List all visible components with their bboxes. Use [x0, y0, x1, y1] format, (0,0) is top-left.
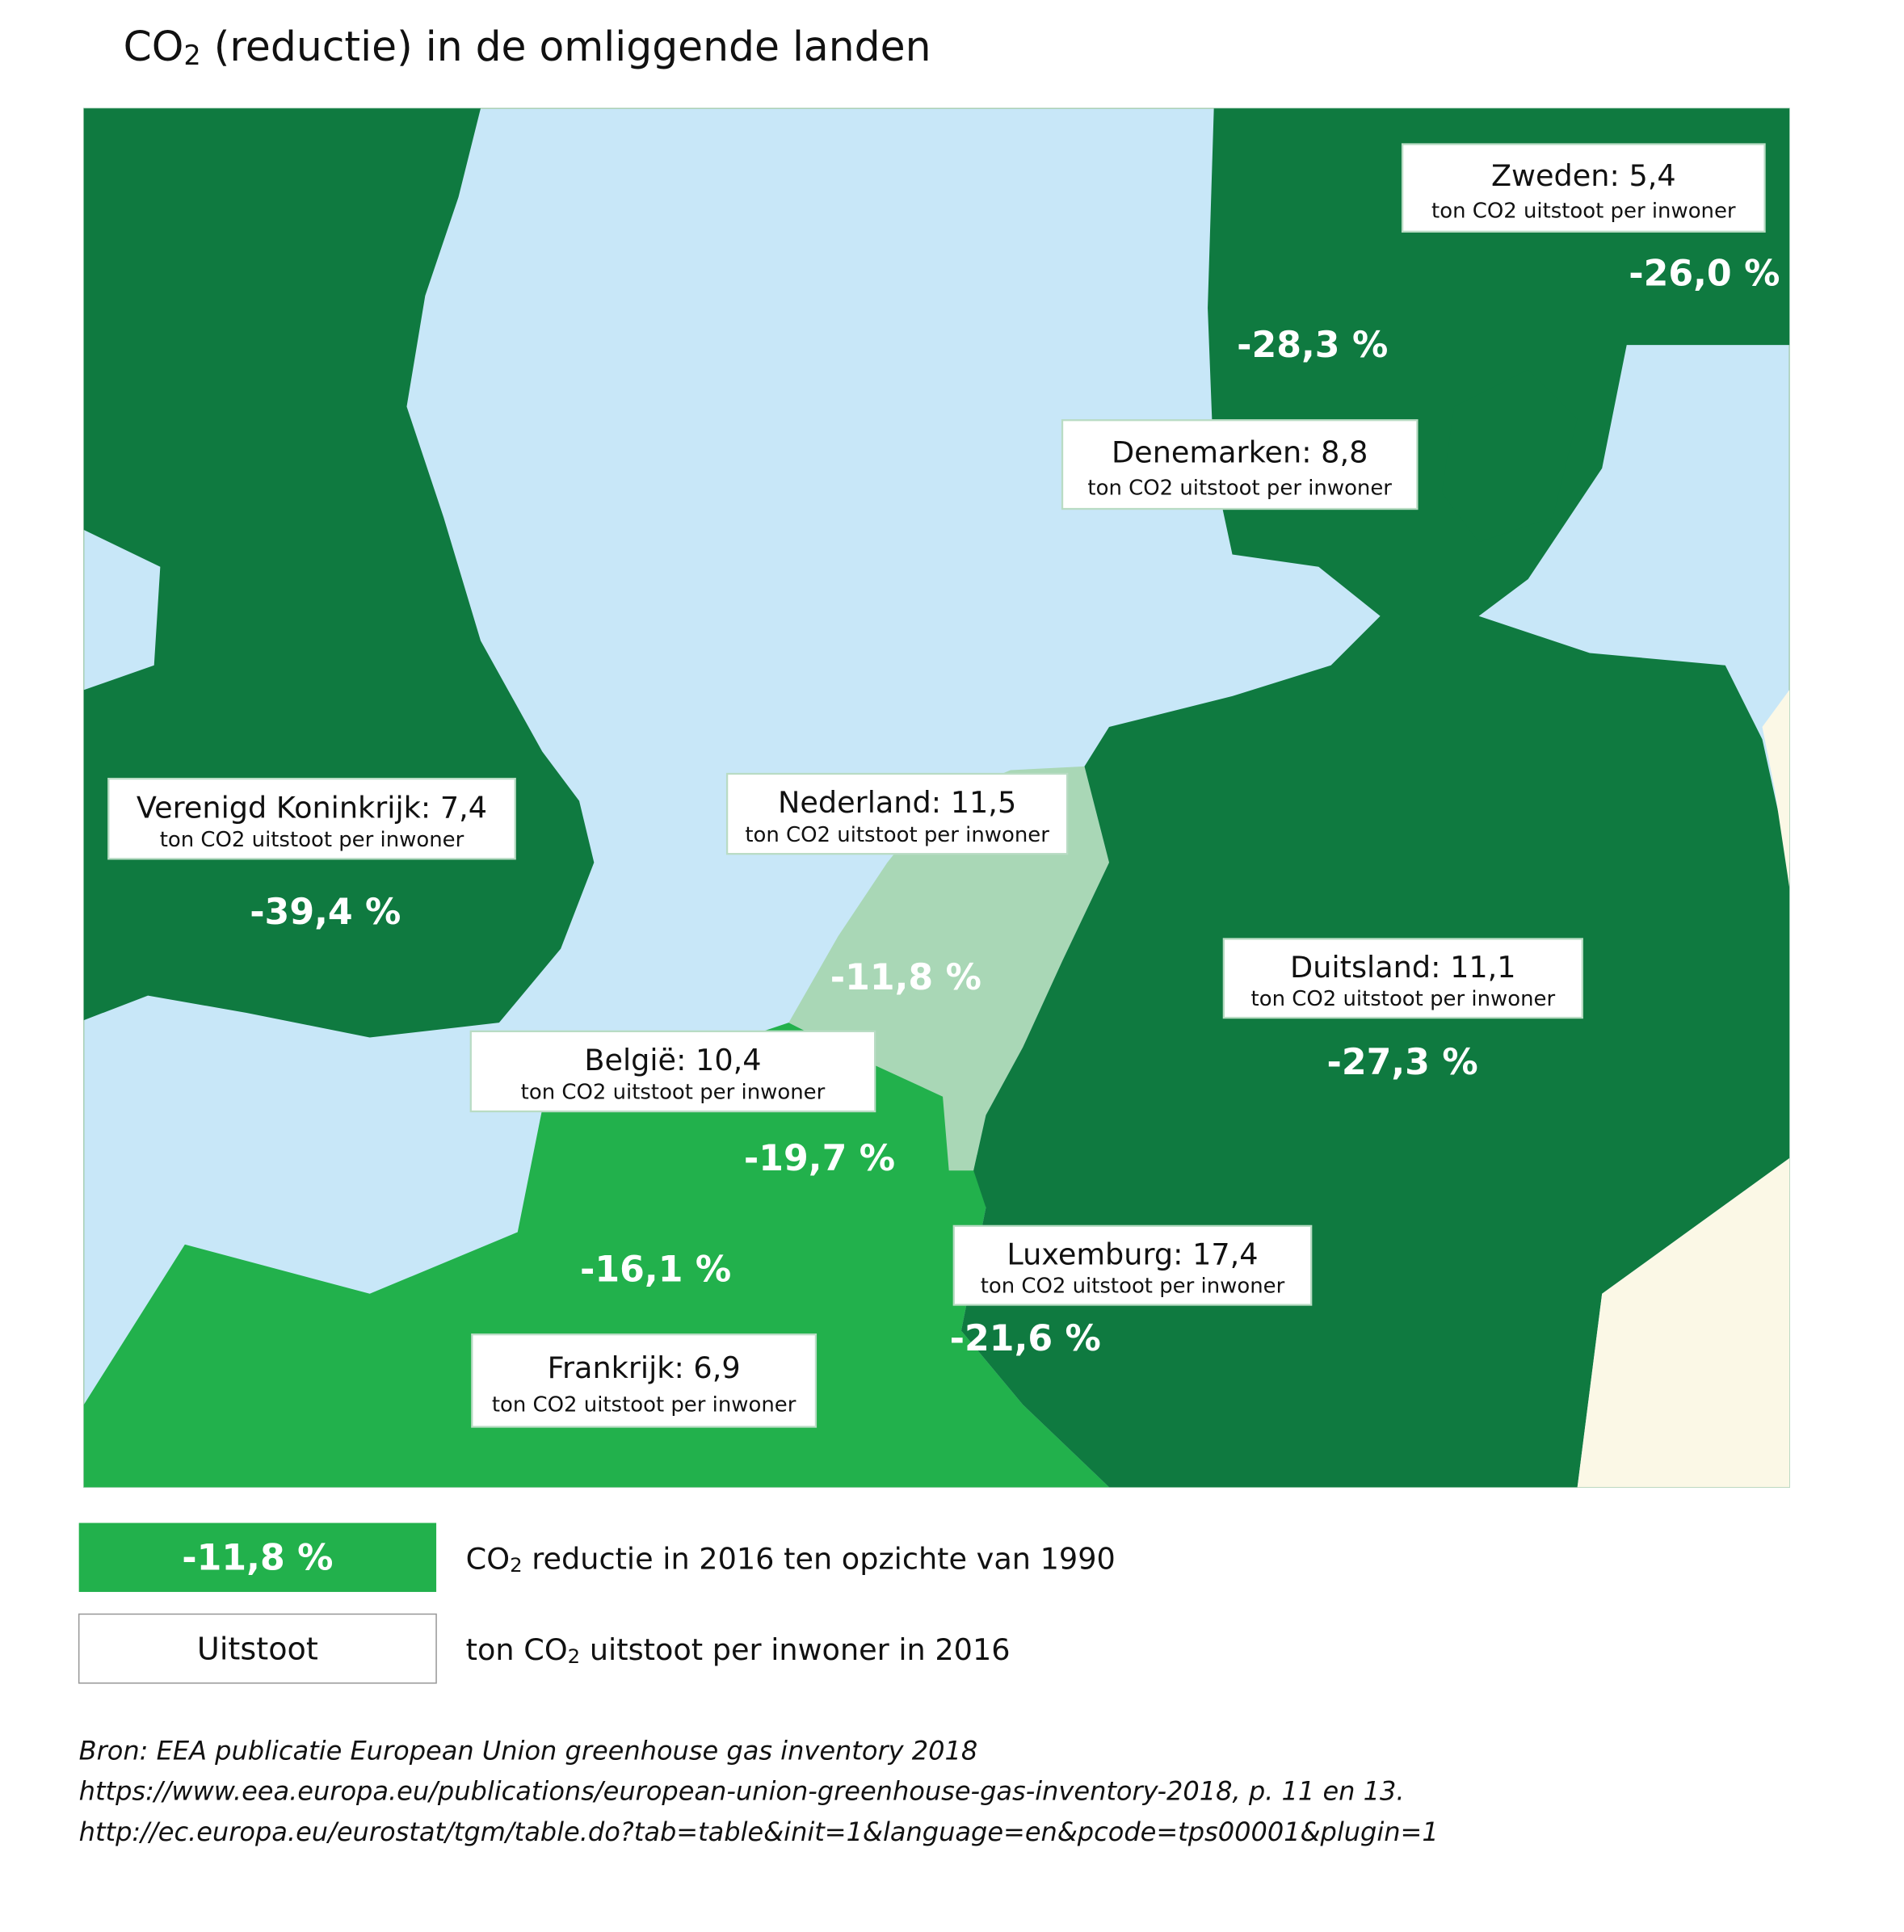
- title-text: (reductie) in de omliggende landen: [201, 23, 931, 70]
- france-belgium: [83, 1023, 1110, 1488]
- label-box: [952, 1224, 1313, 1306]
- legend-text-part: CO: [466, 1541, 510, 1576]
- country-label: Denemarken: 8,8: [1112, 435, 1368, 469]
- country-label: Frankrijk: 6,9: [548, 1350, 741, 1385]
- legend-text-part: ton CO: [466, 1632, 568, 1667]
- title: CO2 (reductie) in de omliggende landen: [124, 23, 931, 71]
- country-unit: ton CO2 uitstoot per inwoner: [745, 823, 1049, 847]
- source-line: https://www.eea.europa.eu/publications/e…: [79, 1776, 1405, 1807]
- country-labels: Zweden: 5,4 ton CO2 uitstoot per inwoner -…: [107, 143, 1780, 1428]
- legend-key: [78, 1613, 437, 1684]
- legend-key-label: Uitstoot: [197, 1632, 318, 1667]
- reduction-label: -21,6 %: [950, 1318, 1101, 1359]
- legend-text-part: uitstoot per inwoner in 2016: [580, 1632, 1010, 1667]
- reduction-label: -11,8 %: [830, 957, 981, 998]
- country-label: Luxemburg: 17,4: [1007, 1237, 1258, 1271]
- reduction-label: -27,3 %: [1326, 1042, 1477, 1083]
- label-box: [107, 777, 516, 860]
- source: Bron: EEA publicatie European Union gree…: [79, 1735, 1439, 1847]
- legend-text: ton CO2 uitstoot per inwoner in 2016: [466, 1632, 1011, 1668]
- danish-islands: [1441, 369, 1578, 543]
- reduction-label: -26,0 %: [1629, 254, 1780, 295]
- country-unit: ton CO2 uitstoot per inwoner: [521, 1081, 826, 1105]
- source-line: http://ec.europa.eu/eurostat/tgm/table.d…: [79, 1816, 1439, 1847]
- reduction-label: -16,1 %: [580, 1249, 731, 1290]
- country-unit: ton CO2 uitstoot per inwoner: [1431, 199, 1736, 223]
- legend-subscript: 2: [510, 1553, 523, 1577]
- country-label: Verenigd Koninkrijk: 7,4: [137, 790, 487, 825]
- country-label: Zweden: 5,4: [1491, 158, 1676, 193]
- label-box: [1222, 938, 1583, 1019]
- legend-key: [78, 1522, 437, 1592]
- other-land: [1577, 1157, 1790, 1488]
- legend-text: CO2 reductie in 2016 ten opzichte van 19…: [466, 1541, 1116, 1577]
- label-box: [469, 1030, 876, 1113]
- label-box: [471, 1333, 818, 1428]
- country-unit: ton CO2 uitstoot per inwoner: [492, 1393, 796, 1418]
- label-box: [725, 772, 1069, 855]
- legend: -11,8 % CO2 reductie in 2016 ten opzichte…: [78, 1522, 1116, 1684]
- reduction-label: -39,4 %: [250, 892, 401, 933]
- germany-scandinavia: [960, 108, 1790, 1488]
- country-label: Duitsland: 11,1: [1290, 950, 1516, 985]
- legend-subscript: 2: [568, 1644, 581, 1668]
- label-box: [1061, 419, 1419, 510]
- country-unit: ton CO2 uitstoot per inwoner: [981, 1275, 1285, 1299]
- country-unit: ton CO2 uitstoot per inwoner: [160, 828, 464, 852]
- reduction-label: -19,7 %: [744, 1138, 895, 1179]
- legend-key-label: -11,8 %: [182, 1537, 333, 1578]
- netherlands: [788, 766, 1110, 1171]
- title-subscript: 2: [183, 40, 200, 71]
- title-text: CO: [124, 23, 184, 70]
- reduction-label: -28,3 %: [1237, 325, 1388, 366]
- country-unit: ton CO2 uitstoot per inwoner: [1087, 476, 1392, 500]
- legend-text-part: reductie in 2016 ten opzichte van 1990: [523, 1541, 1116, 1576]
- label-box: [1401, 143, 1766, 233]
- other-land: [1762, 690, 1790, 888]
- country-label: Nederland: 11,5: [778, 785, 1016, 820]
- source-line: Bron: EEA publicatie European Union gree…: [79, 1735, 978, 1766]
- country-unit: ton CO2 uitstoot per inwoner: [1251, 987, 1556, 1011]
- country-label: België: 10,4: [584, 1043, 761, 1077]
